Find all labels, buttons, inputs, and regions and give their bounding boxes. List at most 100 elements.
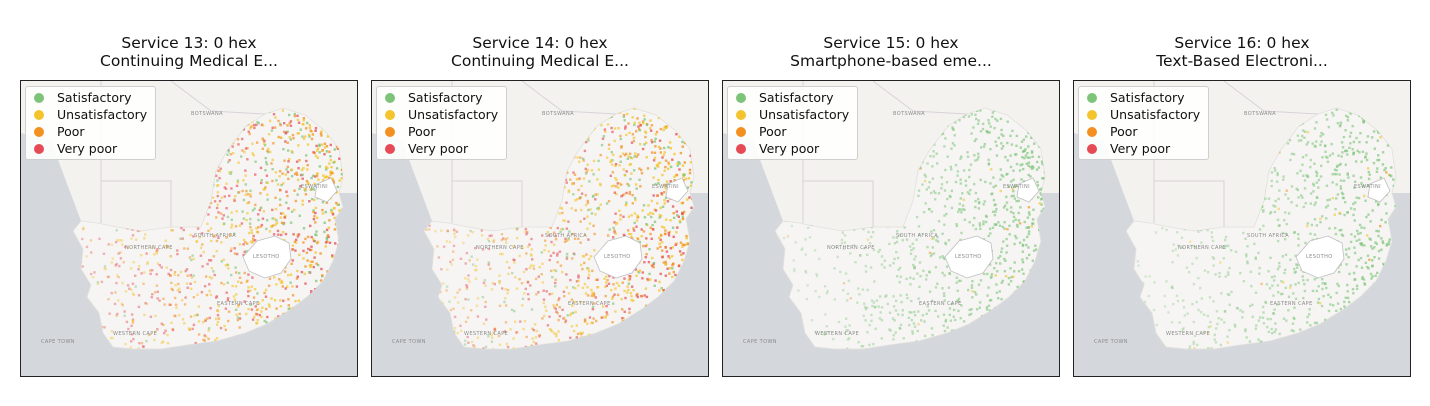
hex-cell bbox=[279, 212, 283, 215]
hex-cell bbox=[678, 219, 682, 222]
hex-cell bbox=[274, 116, 277, 119]
hex-cell bbox=[630, 172, 633, 175]
hex-cell bbox=[329, 173, 332, 176]
hex-cell bbox=[1375, 229, 1378, 233]
hex-cell bbox=[277, 135, 280, 139]
hex-cell bbox=[1039, 192, 1042, 195]
hex-cell bbox=[649, 226, 652, 229]
hex-cell bbox=[1027, 211, 1031, 214]
hex-cell bbox=[807, 226, 810, 229]
hex-cell bbox=[1344, 163, 1347, 166]
hex-cell bbox=[612, 184, 615, 187]
hex-cell bbox=[1335, 183, 1338, 186]
hex-cell bbox=[913, 325, 917, 328]
hex-cell bbox=[230, 187, 233, 190]
hex-cell bbox=[314, 129, 317, 132]
hex-cell bbox=[250, 231, 254, 234]
hex-cell bbox=[1304, 202, 1307, 205]
hex-cell bbox=[130, 288, 133, 291]
hex-cell bbox=[114, 291, 117, 294]
hex-cell bbox=[668, 267, 672, 270]
hex-cell bbox=[474, 265, 478, 268]
hex-cell bbox=[590, 169, 594, 172]
hex-cell bbox=[623, 174, 627, 177]
hex-cell bbox=[1223, 310, 1227, 313]
hex-cell bbox=[222, 214, 225, 217]
hex-cell bbox=[910, 311, 913, 314]
hex-cell bbox=[878, 248, 882, 252]
hex-cell bbox=[242, 243, 245, 246]
hex-cell bbox=[252, 234, 255, 238]
hex-cell bbox=[1246, 245, 1249, 248]
hex-cell bbox=[953, 134, 956, 137]
hex-cell bbox=[1287, 212, 1291, 215]
hex-cell bbox=[920, 319, 923, 322]
hex-cell bbox=[272, 142, 275, 145]
hex-cell bbox=[899, 294, 902, 297]
hex-cell bbox=[879, 311, 882, 314]
hex-cell bbox=[523, 292, 526, 295]
hex-cell bbox=[1354, 160, 1358, 163]
hex-cell bbox=[257, 213, 260, 216]
hex-cell bbox=[220, 196, 224, 199]
hex-cell bbox=[921, 183, 924, 186]
hex-cell bbox=[213, 273, 216, 277]
hex-cell bbox=[684, 177, 688, 181]
hex-cell bbox=[894, 331, 897, 334]
hex-cell bbox=[690, 181, 693, 184]
hex-cell bbox=[557, 338, 561, 342]
south-africa-label: SOUTH AFRICA bbox=[194, 233, 236, 239]
hex-cell bbox=[271, 126, 274, 129]
hex-cell bbox=[1306, 224, 1309, 228]
hex-cell bbox=[956, 174, 959, 177]
hex-cell bbox=[570, 207, 573, 210]
hex-cell bbox=[199, 254, 203, 257]
hex-cell bbox=[652, 266, 655, 269]
hex-cell bbox=[451, 258, 455, 261]
hex-cell bbox=[585, 170, 588, 174]
hex-cell bbox=[193, 280, 197, 284]
hex-cell bbox=[541, 281, 545, 284]
legend-item-very-poor: Very poor bbox=[736, 140, 849, 157]
hex-cell bbox=[873, 280, 876, 283]
hex-cell bbox=[277, 233, 280, 236]
hex-cell bbox=[683, 161, 686, 164]
hex-cell bbox=[224, 307, 228, 310]
hex-cell bbox=[216, 184, 219, 187]
hex-cell bbox=[331, 213, 335, 216]
hex-cell bbox=[653, 151, 657, 154]
hex-cell bbox=[233, 232, 236, 235]
hex-cell bbox=[193, 314, 197, 317]
hex-cell bbox=[571, 257, 574, 260]
hex-cell bbox=[223, 195, 226, 198]
hex-cell bbox=[973, 154, 976, 157]
hex-cell bbox=[972, 224, 975, 227]
hex-cell bbox=[605, 311, 608, 314]
hex-cell bbox=[842, 282, 846, 285]
hex-cell bbox=[504, 321, 508, 324]
hex-cell bbox=[181, 318, 185, 321]
hex-cell bbox=[453, 232, 456, 236]
hex-cell bbox=[627, 282, 631, 285]
hex-cell bbox=[295, 238, 298, 241]
hex-cell bbox=[85, 255, 88, 258]
hex-cell bbox=[641, 271, 644, 274]
hex-cell bbox=[660, 192, 663, 195]
hex-cell bbox=[1012, 169, 1015, 172]
hex-cell bbox=[1242, 231, 1245, 235]
hex-cell bbox=[842, 289, 845, 292]
hex-cell bbox=[279, 305, 283, 308]
hex-cell bbox=[504, 288, 507, 291]
hex-cell bbox=[967, 288, 970, 292]
hex-cell bbox=[636, 117, 639, 120]
hex-cell bbox=[283, 270, 287, 273]
hex-cell bbox=[565, 286, 568, 289]
hex-cell bbox=[940, 183, 944, 186]
hex-cell bbox=[287, 207, 290, 210]
hex-cell bbox=[565, 239, 568, 242]
hex-cell bbox=[843, 234, 847, 237]
hex-cell bbox=[681, 216, 685, 219]
legend-label: Poor bbox=[57, 124, 85, 139]
hex-cell bbox=[215, 295, 219, 298]
hex-cell bbox=[1025, 162, 1028, 165]
